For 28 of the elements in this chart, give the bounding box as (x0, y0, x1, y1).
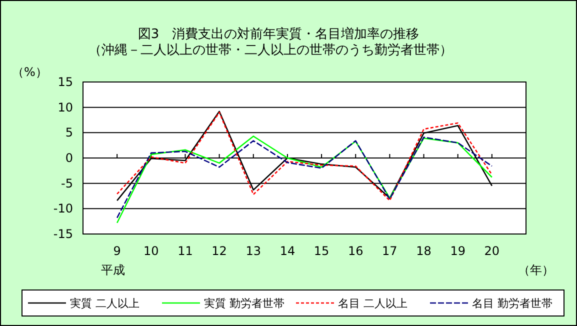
y-tick-label: 0 (65, 151, 73, 165)
y-tick-label: 15 (58, 75, 73, 89)
x-tick-label: 18 (416, 244, 432, 258)
x-tick-label: 10 (144, 244, 159, 258)
legend-label: 実質 二人以上 (70, 297, 140, 310)
chart-subtitle: （沖縄－二人以上の世帯・二人以上の世帯のうち勤労者世帯） (88, 43, 452, 58)
y-axis-title: （%） (12, 65, 48, 79)
y-tick-label: -5 (61, 176, 73, 190)
x-tick-label: 11 (178, 244, 193, 258)
x-tick-label: 15 (314, 244, 330, 258)
legend-label: 実質 勤労者世帯 (204, 297, 284, 310)
x-tick-label: 13 (246, 244, 262, 258)
text: 平成 (101, 263, 126, 277)
y-tick-label: 5 (65, 126, 73, 140)
chart-title: 図3 消費支出の対前年実質・名目増加率の推移 (138, 26, 420, 42)
y-tick-label: -10 (53, 202, 73, 216)
x-tick-label: 20 (484, 244, 500, 258)
x-tick-label: 14 (280, 244, 296, 258)
y-tick-label: -15 (53, 227, 73, 241)
x-tick-label: 16 (348, 244, 364, 258)
x-tick-label: 19 (450, 244, 466, 258)
legend-label: 名目 二人以上 (338, 297, 408, 310)
legend-label: 名目 勤労者世帯 (472, 297, 552, 310)
x-tick-label: 9 (113, 244, 121, 258)
y-tick-label: 10 (58, 100, 73, 114)
x-tick-label: 12 (212, 244, 227, 258)
x-tick-label: 17 (382, 244, 398, 258)
x-axis-title: （年） (518, 263, 554, 277)
